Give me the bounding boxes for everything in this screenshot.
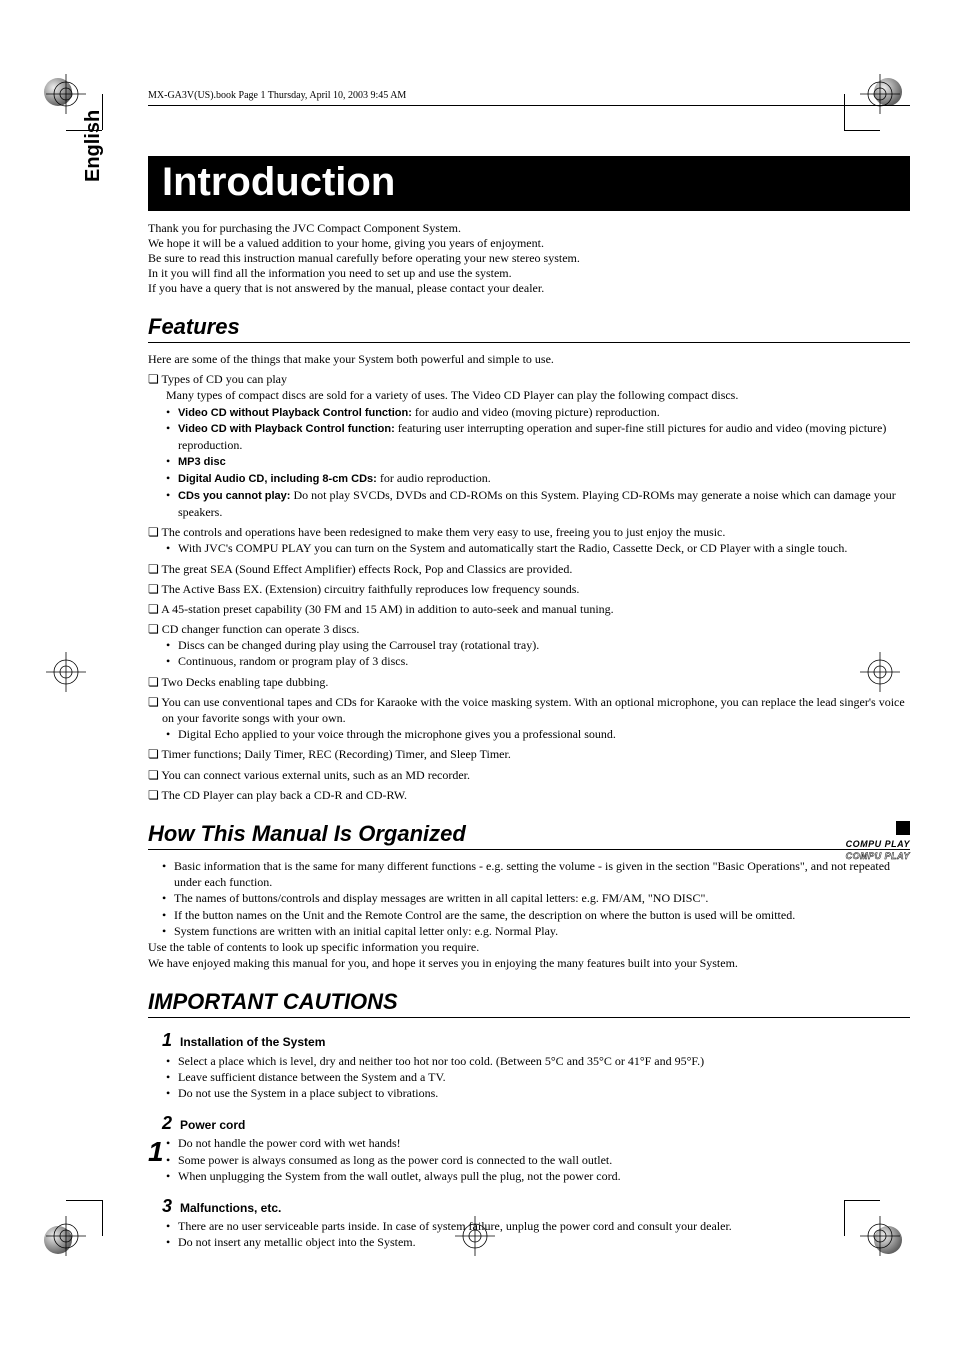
feature-bullet: •Video CD without Playback Control funct… [148,404,910,421]
crop-mark [46,1216,86,1256]
bold-label: Video CD without Playback Control functi… [178,407,412,419]
caution-bullet: •There are no user serviceable parts ins… [148,1218,910,1234]
feature-bullet: •Continuous, random or program play of 3… [148,653,910,669]
caution-bullet: •Do not handle the power cord with wet h… [148,1135,910,1151]
caution-number: 3 [162,1194,180,1218]
manual-bullet: •The names of buttons/controls and displ… [148,890,910,906]
manual-text: We have enjoyed making this manual for y… [148,955,910,971]
feature-bullet: •CDs you cannot play: Do not play SVCDs,… [148,487,910,520]
page-number: 1 [148,1136,164,1168]
feature-item: ❏ Two Decks enabling tape dubbing. [148,674,910,690]
bullet-text: With JVC's COMPU PLAY you can turn on th… [178,540,858,556]
bullet-text: Continuous, random or program play of 3 … [178,653,910,669]
caution-subheading: 1Installation of the System [148,1028,910,1052]
caution-bullet: •Do not insert any metallic object into … [148,1234,910,1250]
crop-line [66,1200,102,1201]
feature-item: ❏ You can use conventional tapes and CDs… [148,694,910,726]
manual-bullet: •System functions are written with an in… [148,923,910,939]
feature-bullet: •Discs can be changed during play using … [148,637,910,653]
feature-item: ❏ The controls and operations have been … [148,524,858,540]
language-tab: English [82,110,105,182]
bullet-text: Basic information that is the same for m… [174,858,910,890]
caution-number: 1 [162,1028,180,1052]
feature-bullet: •Digital Audio CD, including 8-cm CDs: f… [148,470,910,487]
crop-mark [46,652,86,692]
bullet-text: Discs can be changed during play using t… [178,637,910,653]
feature-item: ❏ CD changer function can operate 3 disc… [148,621,910,637]
caution-title: Installation of the System [180,1034,325,1050]
manual-text: Use the table of contents to look up spe… [148,939,910,955]
cautions-body: 1Installation of the System •Select a pl… [148,1028,910,1250]
caution-bullet: •When unplugging the System from the wal… [148,1168,910,1184]
caution-title: Power cord [180,1117,245,1133]
bold-label: Digital Audio CD, including 8-cm CDs: [178,473,377,485]
header-rule [148,105,910,106]
features-lead: Here are some of the things that make yo… [148,351,910,367]
manual-heading: How This Manual Is Organized [148,821,910,850]
intro-line: Be sure to read this instruction manual … [148,251,910,266]
bullet-text: The names of buttons/controls and displa… [174,890,910,906]
manual-bullet: •If the button names on the Unit and the… [148,907,910,923]
bullet-text: When unplugging the System from the wall… [178,1168,910,1184]
bold-label: MP3 disc [178,456,226,468]
bold-label: CDs you cannot play: [178,490,290,502]
caution-title: Malfunctions, etc. [180,1200,281,1216]
logo-text: PLAY [885,839,910,849]
feature-item: ❏ The Active Bass EX. (Extension) circui… [148,581,910,597]
features-heading: Features [148,314,910,343]
compu-play-logo: COMPU PLAY COMPU PLAY [846,821,910,862]
feature-item: ❏ You can connect various external units… [148,767,910,783]
bullet-text: Select a place which is level, dry and n… [178,1053,910,1069]
intro-line: If you have a query that is not answered… [148,281,910,296]
bullet-text: If the button names on the Unit and the … [174,907,910,923]
feature-item: ❏ The great SEA (Sound Effect Amplifier)… [148,561,910,577]
bold-label: Video CD with Playback Control function: [178,423,395,435]
page-title: Introduction [148,156,910,211]
feature-bullet: •Video CD with Playback Control function… [148,420,910,453]
page-content: MX-GA3V(US).book Page 1 Thursday, April … [148,90,910,1251]
bullet-text: Leave sufficient distance between the Sy… [178,1069,910,1085]
manual-body: •Basic information that is the same for … [148,858,910,971]
logo-text-outline: COMPU PLAY [846,851,910,861]
book-header: MX-GA3V(US).book Page 1 Thursday, April … [148,90,910,101]
manual-bullet: •Basic information that is the same for … [148,858,910,890]
bullet-text: System functions are written with an ini… [174,923,910,939]
bullet-text: Some power is always consumed as long as… [178,1152,910,1168]
caution-bullet: •Do not use the System in a place subjec… [148,1085,910,1101]
logo-text: COMPU [846,839,882,849]
feature-bullet: •With JVC's COMPU PLAY you can turn on t… [148,540,858,556]
intro-paragraph: Thank you for purchasing the JVC Compact… [148,221,910,296]
intro-line: In it you will find all the information … [148,266,910,281]
caution-subheading: 3Malfunctions, etc. [148,1194,910,1218]
caution-number: 2 [162,1111,180,1135]
bullet-text: Do not use the System in a place subject… [178,1085,910,1101]
feature-item: ❏ The CD Player can play back a CD-R and… [148,787,910,803]
cautions-heading: IMPORTANT CAUTIONS [148,989,910,1018]
intro-line: We hope it will be a valued addition to … [148,236,910,251]
caution-bullet: •Some power is always consumed as long a… [148,1152,910,1168]
caution-bullet: •Leave sufficient distance between the S… [148,1069,910,1085]
bullet-text: There are no user serviceable parts insi… [178,1218,910,1234]
bullet-text: Digital Echo applied to your voice throu… [178,726,910,742]
bullet-text: for audio reproduction. [377,471,491,485]
bullet-text: Do not handle the power cord with wet ha… [178,1135,910,1151]
feature-item: ❏ Types of CD you can play [148,371,910,387]
feature-bullet: •Digital Echo applied to your voice thro… [148,726,910,742]
bullet-text: Do not insert any metallic object into t… [178,1234,910,1250]
intro-line: Thank you for purchasing the JVC Compact… [148,221,910,236]
feature-bullet: •MP3 disc [148,453,910,470]
crop-mark [46,74,86,114]
crop-line [102,1200,103,1236]
caution-bullet: •Select a place which is level, dry and … [148,1053,910,1069]
feature-item: ❏ Timer functions; Daily Timer, REC (Rec… [148,746,910,762]
features-body: COMPU PLAY COMPU PLAY Here are some of t… [148,351,910,803]
feature-subtext: Many types of compact discs are sold for… [148,387,910,403]
bullet-text: for audio and video (moving picture) rep… [412,405,660,419]
caution-subheading: 2Power cord [148,1111,910,1135]
feature-item: ❏ A 45-station preset capability (30 FM … [148,601,910,617]
